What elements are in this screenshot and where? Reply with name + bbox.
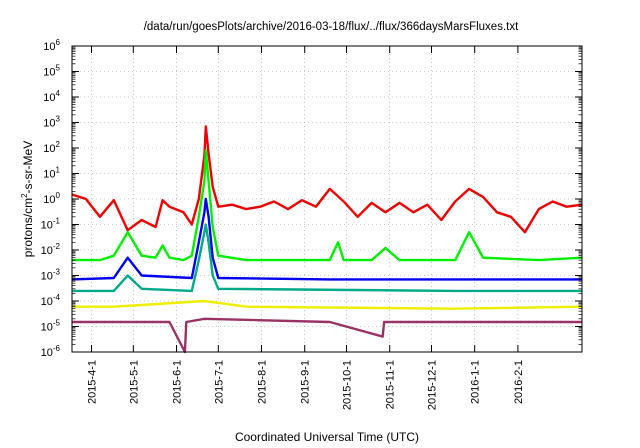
y-tick-label: 103 — [43, 115, 60, 130]
series-line-4 — [72, 223, 582, 293]
y-tick-label: 10-4 — [41, 293, 61, 308]
y-tick-label: 10-1 — [41, 217, 61, 232]
y-tick-label: 106 — [43, 38, 60, 53]
x-tick-label: 2015-12-1 — [427, 360, 439, 410]
series-line-6 — [72, 317, 582, 354]
y-tick-label: 104 — [43, 89, 60, 104]
series-line-3 — [71, 197, 582, 281]
y-tick-labels: 10-6 10-5 10-4 10-3 10-2 10-1 100 101 102 103 104 1… — [41, 38, 61, 359]
grid-lines — [72, 46, 582, 352]
x-tick-label: 2015-4-1 — [87, 360, 99, 404]
y-tick-label: 101 — [43, 166, 60, 181]
x-tick-label: 2016-1-1 — [470, 360, 482, 404]
chart-title: /data/run/goesPlots/archive/2016-03-18/f… — [144, 21, 519, 33]
y-tick-label: 102 — [43, 140, 60, 155]
y-axis-label: protons/cm2-s-sr-MeV — [20, 141, 35, 257]
y-tick-label: 10-3 — [41, 268, 61, 283]
x-tick-label: 2015-6-1 — [172, 360, 184, 404]
x-tick-label: 2016-2-1 — [513, 360, 525, 404]
y-tick-label: 10-5 — [41, 319, 61, 334]
y-tick-label: 10-2 — [41, 242, 61, 257]
x-tick-label: 2015-7-1 — [213, 360, 225, 404]
y-tick-label: 10-6 — [41, 344, 61, 359]
axis-ticks — [72, 45, 582, 353]
series-lines — [71, 125, 583, 354]
x-tick-label: 2015-9-1 — [300, 360, 312, 404]
x-tick-label: 2015-10-1 — [342, 360, 354, 410]
x-tick-label: 2015-11-1 — [385, 360, 397, 409]
y-tick-label: 100 — [43, 191, 60, 206]
x-tick-label: 2015-8-1 — [257, 360, 269, 404]
x-axis-label: Coordinated Universal Time (UTC) — [235, 430, 419, 444]
x-tick-labels: 2015-4-1 2015-5-1 2015-6-1 2015-7-1 2015-8-1… — [87, 360, 525, 410]
series-line-5 — [72, 299, 583, 310]
y-tick-label: 105 — [43, 64, 60, 79]
x-tick-label: 2015-5-1 — [128, 360, 140, 404]
series-line-1 — [72, 149, 583, 262]
series-line-0 — [71, 125, 583, 234]
